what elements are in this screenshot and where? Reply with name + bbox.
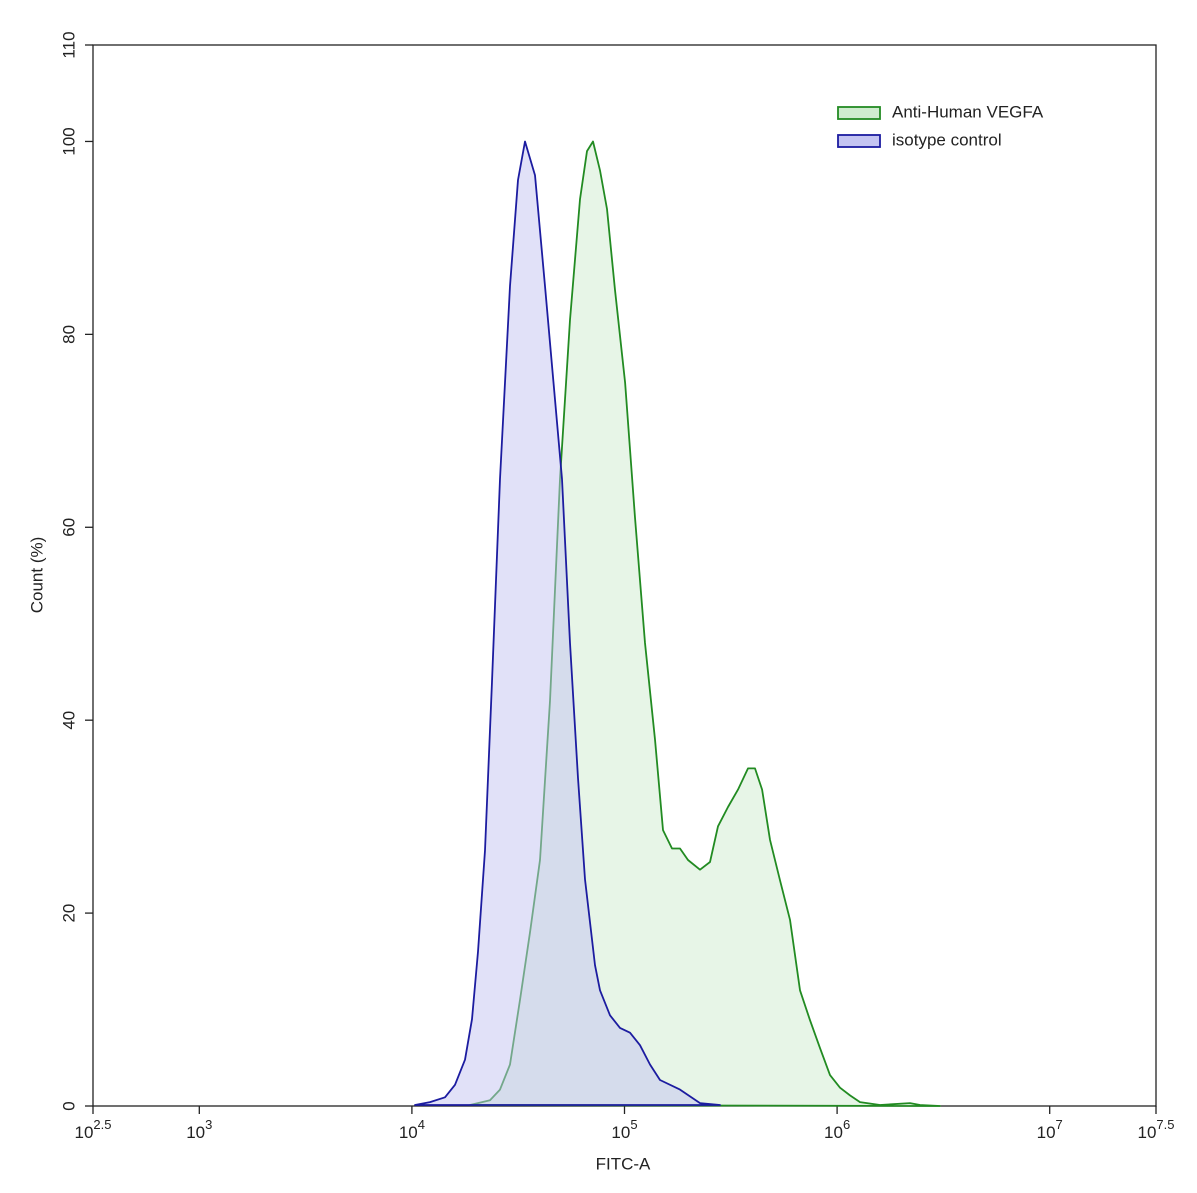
y-tick-label: 100 xyxy=(59,127,78,155)
x-tick-base: 10 xyxy=(1037,1123,1056,1142)
x-tick-label: 103 xyxy=(186,1117,212,1142)
legend-label: isotype control xyxy=(892,130,1002,149)
x-tick-exponent: 3 xyxy=(205,1117,212,1132)
x-axis-label: FITC-A xyxy=(596,1154,651,1173)
x-tick-label: 102.5 xyxy=(75,1117,112,1142)
x-tick-label: 104 xyxy=(399,1117,425,1142)
x-tick-exponent: 4 xyxy=(418,1117,425,1132)
legend-swatch xyxy=(837,106,881,120)
x-tick-exponent: 2.5 xyxy=(93,1117,111,1132)
x-tick-base: 10 xyxy=(1138,1123,1157,1142)
legend-label: Anti-Human VEGFA xyxy=(892,102,1044,121)
x-tick-label: 106 xyxy=(824,1117,850,1142)
histogram-curve xyxy=(414,140,721,1106)
y-tick-label: 80 xyxy=(59,325,78,344)
y-tick-label: 60 xyxy=(59,518,78,537)
x-tick-base: 10 xyxy=(186,1123,205,1142)
y-tick-label: 110 xyxy=(59,31,78,58)
y-tick-label: 0 xyxy=(59,1101,78,1110)
x-tick-label: 107 xyxy=(1037,1117,1063,1142)
x-tick-base: 10 xyxy=(399,1123,418,1142)
y-tick-label: 40 xyxy=(59,711,78,730)
x-tick-exponent: 5 xyxy=(630,1117,637,1132)
x-tick-base: 10 xyxy=(824,1123,843,1142)
legend-swatch xyxy=(837,134,881,148)
x-tick-exponent: 7.5 xyxy=(1156,1117,1174,1132)
x-tick-exponent: 6 xyxy=(843,1117,850,1132)
x-tick-label: 105 xyxy=(611,1117,637,1142)
y-axis-label: Count (%) xyxy=(27,537,46,614)
x-tick-base: 10 xyxy=(611,1123,630,1142)
x-tick-base: 10 xyxy=(75,1123,94,1142)
y-tick-label: 20 xyxy=(59,904,78,923)
x-tick-label: 107.5 xyxy=(1138,1117,1175,1142)
x-tick-exponent: 7 xyxy=(1056,1117,1063,1132)
